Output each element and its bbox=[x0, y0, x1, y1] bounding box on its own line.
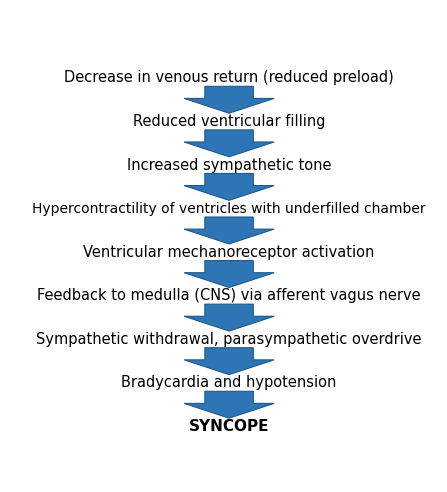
Text: Sympathetic withdrawal, parasympathetic overdrive: Sympathetic withdrawal, parasympathetic … bbox=[36, 332, 422, 347]
Polygon shape bbox=[184, 304, 274, 331]
Polygon shape bbox=[184, 217, 274, 244]
Text: Feedback to medulla (CNS) via afferent vagus nerve: Feedback to medulla (CNS) via afferent v… bbox=[37, 288, 421, 303]
Text: SYNCOPE: SYNCOPE bbox=[189, 419, 270, 434]
Text: Increased sympathetic tone: Increased sympathetic tone bbox=[127, 157, 331, 173]
Polygon shape bbox=[184, 391, 274, 418]
Text: Hypercontractility of ventricles with underfilled chamber: Hypercontractility of ventricles with un… bbox=[32, 202, 426, 215]
Text: Reduced ventricular filling: Reduced ventricular filling bbox=[133, 114, 325, 129]
Text: Bradycardia and hypotension: Bradycardia and hypotension bbox=[122, 375, 337, 391]
Polygon shape bbox=[184, 174, 274, 200]
Polygon shape bbox=[184, 348, 274, 374]
Text: Decrease in venous return (reduced preload): Decrease in venous return (reduced prelo… bbox=[64, 70, 394, 86]
Polygon shape bbox=[184, 130, 274, 157]
Text: Ventricular mechanoreceptor activation: Ventricular mechanoreceptor activation bbox=[84, 245, 375, 260]
Polygon shape bbox=[184, 261, 274, 287]
Polygon shape bbox=[184, 86, 274, 113]
